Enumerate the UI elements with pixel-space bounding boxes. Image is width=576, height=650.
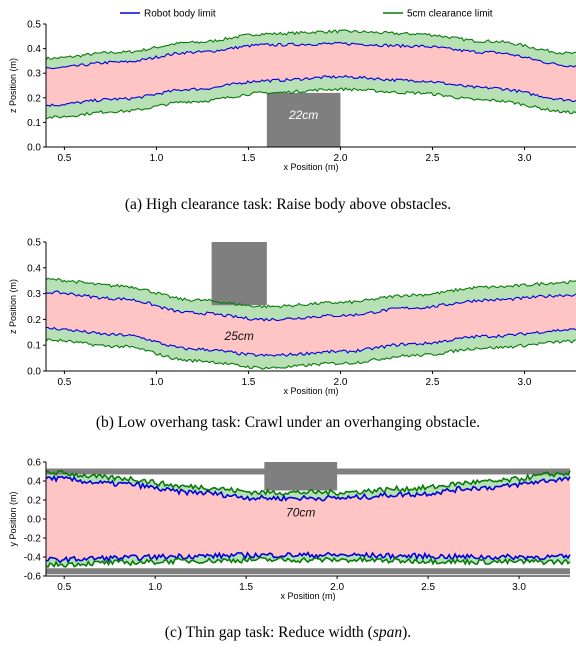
series-line-3 [45,551,571,565]
y-tick-label: 0.1 [27,341,41,352]
x-tick-label: 2.0 [330,582,344,593]
y-tick-label: 0.2 [27,93,41,104]
y-tick-label: 0.3 [27,69,41,80]
caption: (a) High clearance task: Raise body abov… [125,196,451,213]
caption-part: (c) Thin gap task: Reduce width ( [165,624,373,641]
y-tick-label: -0.2 [24,534,42,545]
x-tick-label: 0.5 [57,153,71,164]
x-tick-label: 1.0 [149,377,163,388]
obstacle [264,462,338,491]
series-line-2 [45,41,576,70]
x-tick-label: 2.5 [426,153,440,164]
x-tick-label: 2.0 [333,153,347,164]
caption-emphasis: span [373,624,403,641]
y-tick-label: 0.4 [27,477,41,488]
series-line-1 [45,29,576,61]
y-tick-label: 0.4 [27,263,41,274]
y-axis-label: z Position (m) [8,279,18,334]
series-line-1 [45,277,576,309]
series-line-3 [46,326,576,357]
lower-clearance-band [46,75,576,119]
x-tick-label: 0.5 [57,582,71,593]
x-tick-label: 0.5 [57,377,71,388]
y-tick-label: 0.5 [27,20,41,31]
series-line-3 [45,74,576,107]
y-tick-label: -0.4 [24,553,42,564]
x-tick-label: 2.0 [333,377,347,388]
obstacle [211,242,267,306]
y-axis-label: y Position (m) [8,491,18,546]
y-tick-label: 0.3 [27,289,41,300]
x-tick-label: 1.0 [149,153,163,164]
y-tick-label: 0.0 [27,367,41,378]
series-line-4 [45,87,576,120]
obstacle-label: 25cm [224,329,254,343]
y-tick-label: -0.6 [24,572,42,583]
gap-wall-2 [46,568,570,575]
x-tick-label: 1.0 [148,582,162,593]
legend: Robot body limit 5cm clearance limit [120,9,493,20]
chart-panel-a: 22cm 0.5 1.0 1.5 2.0 2.5 3.0 0.0 0.1 0.2 0.3 0.4 0.5… [8,9,576,213]
robot-body-band [46,291,576,357]
series-line-4 [45,338,576,370]
x-tick-label: 1.5 [241,153,255,164]
x-tick-label: 3.0 [518,153,532,164]
series-line-2 [45,474,571,502]
x-axis-label: x Position (m) [283,386,338,396]
y-axis-label: z Position (m) [8,58,18,113]
caption-part: ). [402,624,411,641]
x-tick-label: 2.5 [421,582,435,593]
series-line-1 [45,469,571,497]
upper-clearance-band [46,29,576,69]
x-tick-label: 3.0 [512,582,526,593]
y-tick-label: 0.0 [27,143,41,154]
robot-body-band [46,42,576,107]
lower-clearance-band [46,327,576,370]
obstacle [266,92,341,147]
caption: (b) Low overhang task: Crawl under an ov… [96,414,480,431]
y-tick-label: 0.5 [27,238,41,249]
y-tick-label: 0.1 [27,118,41,129]
chart-panel-c: 70cm 0.5 1.0 1.5 2.0 2.5 3.0 -0.6 -0.4 -0.2 0.0 0.2… [8,458,571,641]
y-tick-label: 0.2 [27,315,41,326]
x-axis-label: x Position (m) [280,591,335,601]
series-line-4 [45,555,571,569]
series-line-2 [45,290,576,322]
obstacle-label: 70cm [286,505,315,519]
x-tick-label: 2.5 [426,377,440,388]
x-tick-label: 1.5 [239,582,253,593]
chart-panel-b: 25cm 0.5 1.0 1.5 2.0 2.5 3.0 0.0 0.1 0.2 0.3 0.4 0.5… [8,238,576,431]
legend-entry: 5cm clearance limit [407,9,493,20]
y-tick-label: 0.0 [27,515,41,526]
y-tick-label: 0.2 [27,496,41,507]
legend-entry: Robot body limit [144,9,216,20]
x-axis-label: x Position (m) [283,162,338,172]
caption: (c) Thin gap task: Reduce width (span). [165,624,411,641]
x-tick-label: 1.5 [241,377,255,388]
y-tick-label: 0.4 [27,44,41,55]
upper-clearance-band [46,470,570,501]
obstacle-label: 22cm [288,108,318,122]
robot-body-band [46,476,570,563]
y-tick-label: 0.6 [27,458,41,469]
x-tick-label: 3.0 [518,377,532,388]
